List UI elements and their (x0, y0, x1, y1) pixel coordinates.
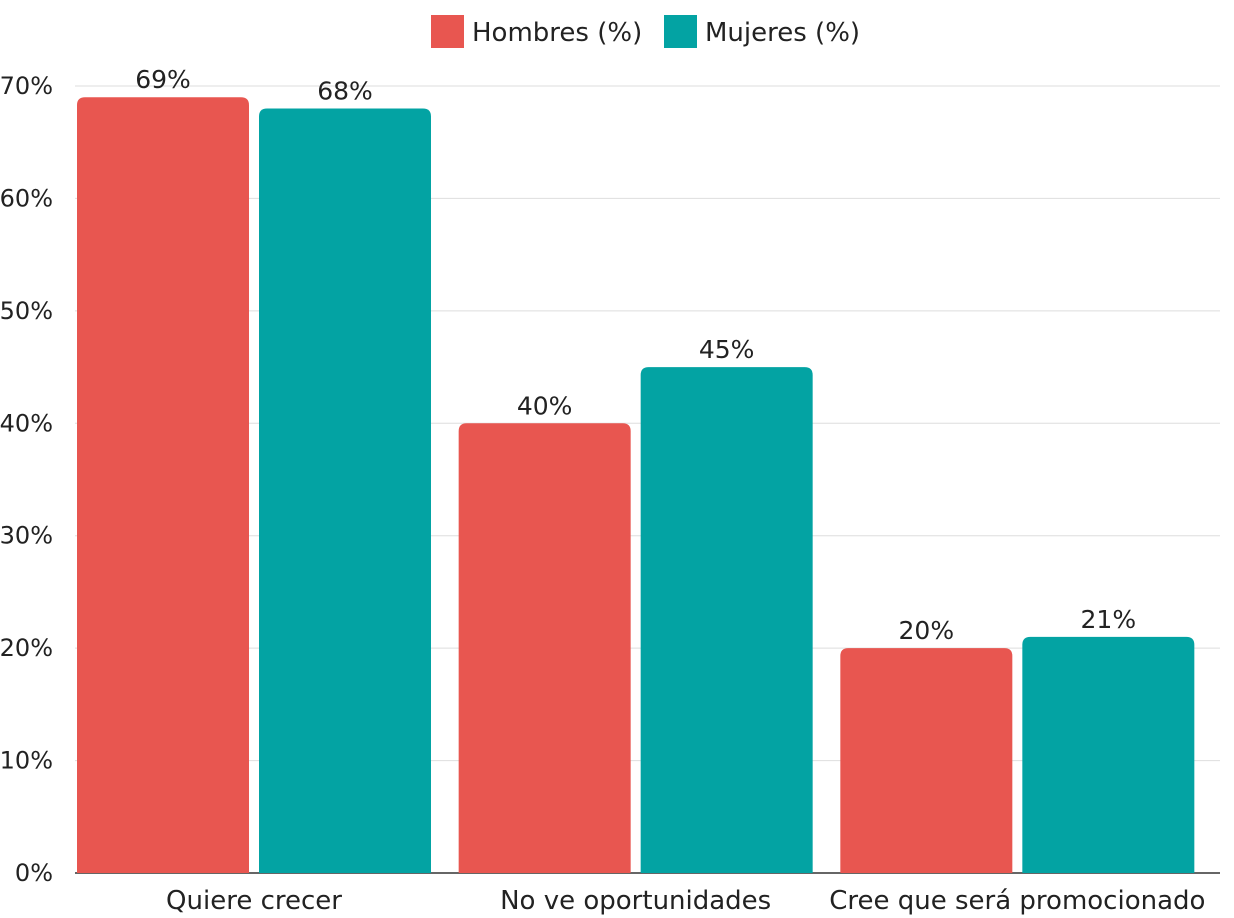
x-axis: Quiere crecer No ve oportunidades Cree que… (166, 886, 1205, 916)
value-labels: 69% 68% 40% 45% 20% 21% (135, 65, 1136, 645)
legend-swatch-hombres (431, 15, 464, 48)
y-tick-label: 60% (0, 184, 53, 212)
y-tick-label: 20% (0, 634, 53, 662)
data-label-hombres-cree-que-sera-promocionado: 20% (899, 616, 955, 645)
bar-mujeres-quiere-crecer (259, 108, 431, 873)
data-label-hombres-quiere-crecer: 69% (135, 65, 191, 94)
bar-mujeres-cree-que-sera-promocionado (1022, 636, 1195, 873)
y-tick-label: 70% (0, 72, 53, 100)
y-tick-label: 10% (0, 747, 53, 775)
legend: Hombres (%) Mujeres (%) (431, 15, 860, 48)
y-tick-label: 40% (0, 409, 53, 437)
data-label-mujeres-cree-que-sera-promocionado: 21% (1081, 605, 1137, 634)
bar-mujeres-no-ve-oportunidades (640, 367, 813, 873)
data-label-mujeres-quiere-crecer: 68% (317, 76, 373, 105)
x-category-label: Quiere crecer (166, 886, 342, 916)
y-tick-label: 30% (0, 522, 53, 550)
y-tick-label: 0% (15, 859, 53, 887)
y-axis: 0% 10% 20% 30% 40% 50% 60% 70% (0, 72, 1220, 887)
legend-label-hombres: Hombres (%) (472, 18, 642, 48)
bar-hombres-quiere-crecer (77, 97, 249, 873)
x-category-label: Cree que será promocionado (829, 886, 1205, 916)
bars (77, 97, 1195, 873)
legend-label-mujeres: Mujeres (%) (705, 18, 860, 48)
bar-hombres-cree-que-sera-promocionado (840, 648, 1013, 873)
data-label-mujeres-no-ve-oportunidades: 45% (699, 335, 755, 364)
y-tick-label: 50% (0, 297, 53, 325)
bar-hombres-no-ve-oportunidades (458, 423, 631, 873)
x-category-label: No ve oportunidades (500, 886, 771, 916)
data-label-hombres-no-ve-oportunidades: 40% (517, 391, 573, 420)
legend-swatch-mujeres (664, 15, 697, 48)
